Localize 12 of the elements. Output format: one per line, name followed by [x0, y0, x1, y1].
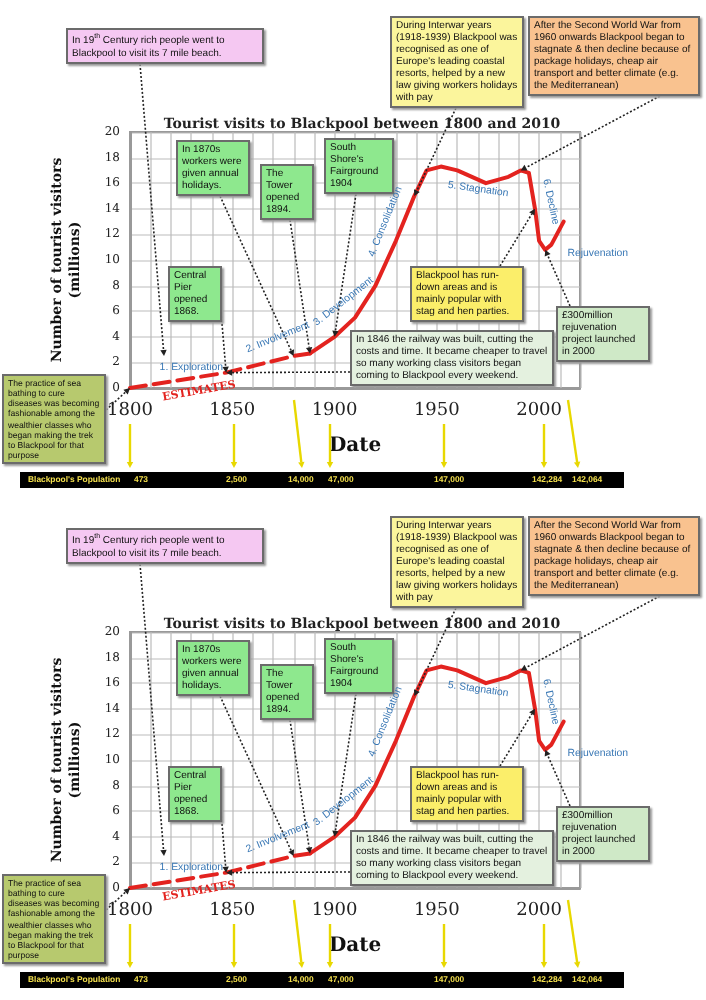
x-tick-label: 1800 — [107, 901, 154, 921]
x-tick-label: 1800 — [107, 401, 154, 421]
x-tick-label: 2000 — [516, 901, 563, 921]
x-tick-label: 1850 — [209, 901, 256, 921]
x-tick-label: 2000 — [516, 401, 563, 421]
x-tick-label: 1900 — [311, 401, 358, 421]
x-tick-label: 1950 — [413, 901, 461, 921]
x-tick-label: 1950 — [413, 401, 461, 421]
x-axis-title: Date — [328, 935, 382, 957]
x-axis-title: Date — [328, 435, 382, 457]
x-tick-label: 1900 — [311, 901, 358, 921]
x-tick-label: 1850 — [209, 401, 256, 421]
